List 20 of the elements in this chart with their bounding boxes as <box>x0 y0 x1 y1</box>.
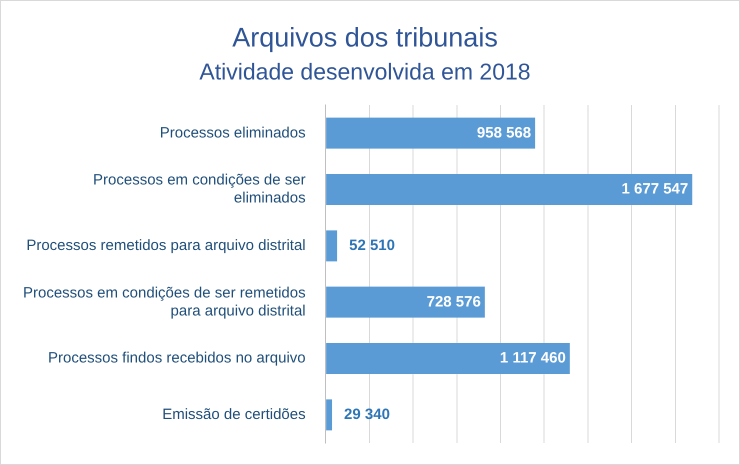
bar <box>326 343 570 374</box>
data-label: 1 677 547 <box>622 180 688 198</box>
chart-title: Arquivos dos tribunais <box>232 22 498 53</box>
data-label: 1 117 460 <box>500 350 566 367</box>
y-tick-label: Processos findos recebidos no arquivo <box>48 350 306 367</box>
data-label: 29 340 <box>344 406 390 423</box>
data-label: 728 576 <box>426 293 481 310</box>
bar <box>326 174 692 205</box>
y-tick-label: Processos remetidos para arquivo distrital <box>26 236 306 254</box>
bar <box>326 286 485 318</box>
y-tick-label: Processos eliminados <box>160 124 306 142</box>
y-tick-label: Processos em condições de ser eliminados <box>93 172 306 207</box>
bar <box>326 399 332 430</box>
bar <box>326 118 536 149</box>
bar <box>326 230 338 262</box>
y-tick-label: Emissão de certidões <box>162 406 306 423</box>
chart-subtitle: Atividade desenvolvida em 2018 <box>199 58 531 85</box>
data-label: 52 510 <box>349 236 395 254</box>
data-label: 958 568 <box>476 124 532 142</box>
y-tick-label: Processos em condições de ser remetidos para arquivo distrital <box>22 284 306 320</box>
